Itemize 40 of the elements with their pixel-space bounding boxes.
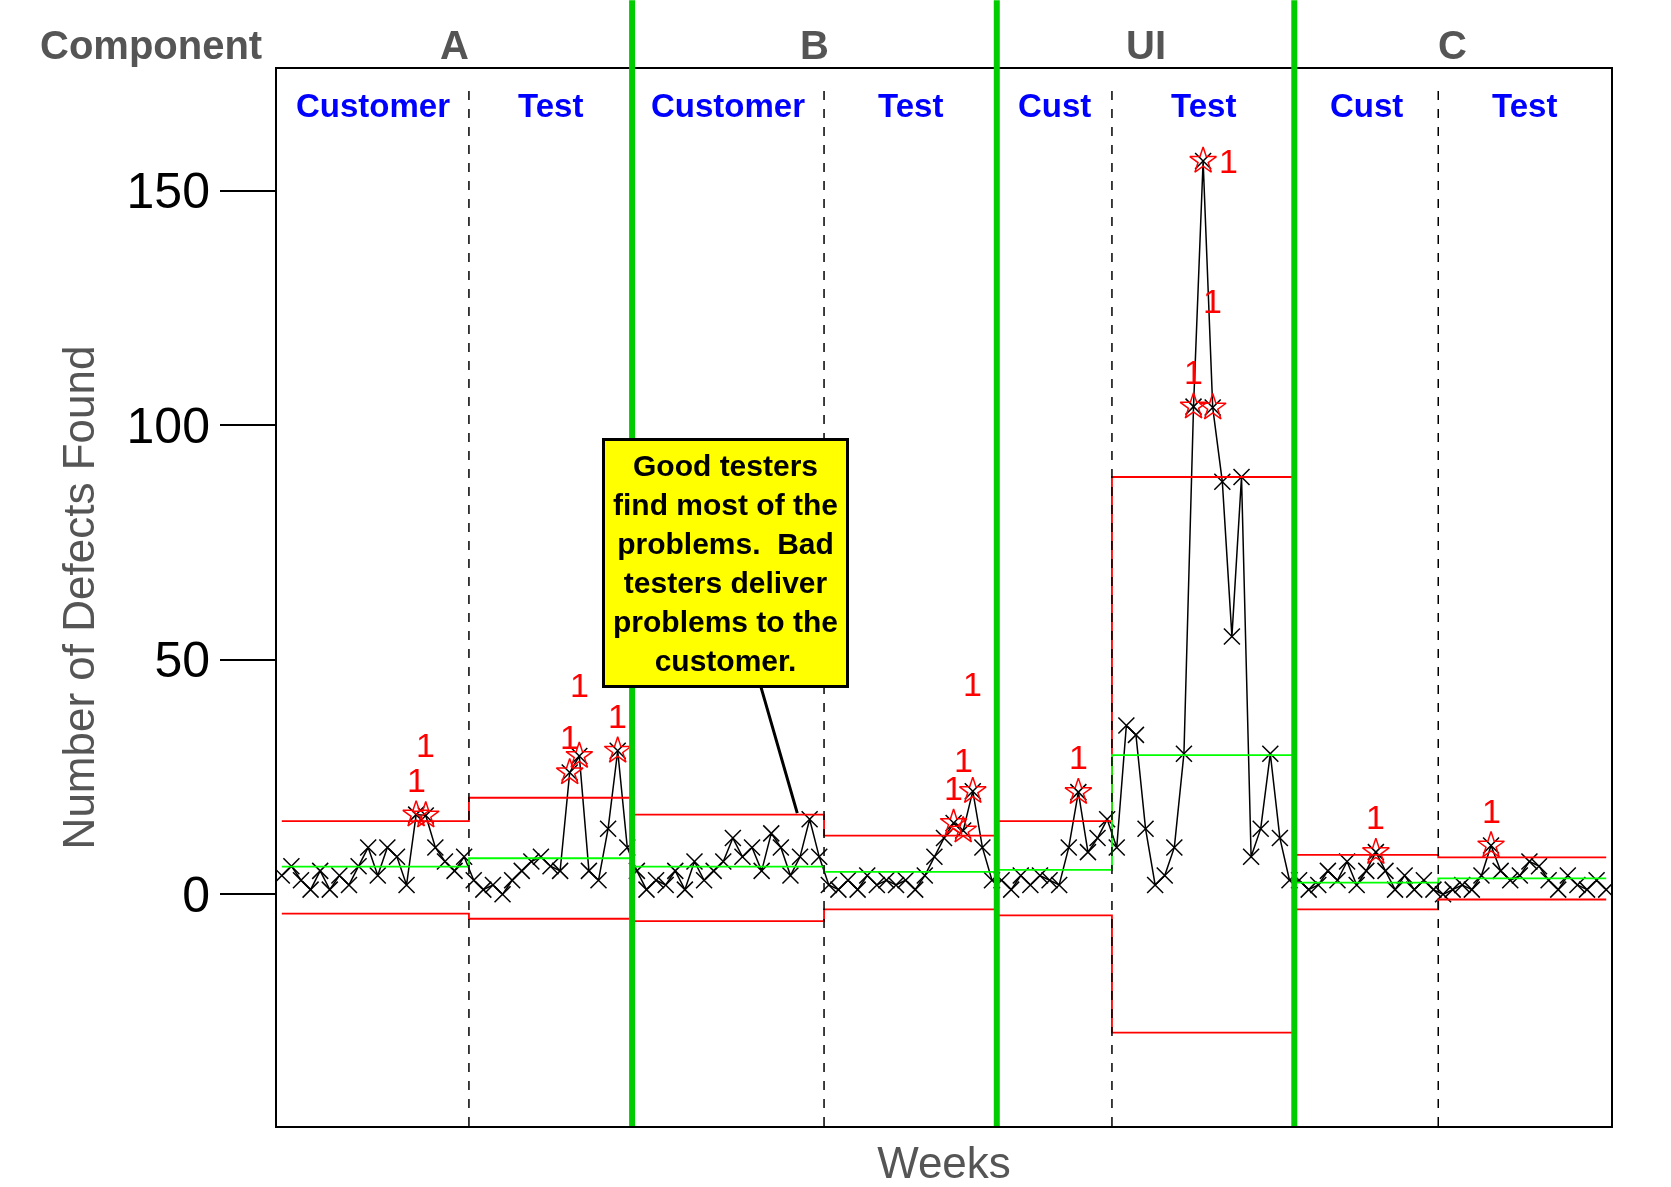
point (1064, 777, 1093, 805)
y-tick-label: 0 (182, 866, 210, 923)
y-tick-label: 100 (126, 397, 210, 454)
annotation: 1 (1219, 142, 1238, 180)
y-axis-title: Number of Defects Found (54, 345, 104, 850)
annotation: 1 (416, 726, 435, 764)
annotation: 1 (560, 718, 579, 756)
point (603, 736, 632, 763)
text: UI (1126, 23, 1166, 67)
annotation: Good testers find most of the problems. Bad testers deliver problems to the customer. (613, 449, 839, 677)
annotation: 1 (1366, 798, 1385, 836)
annotation: Customer (296, 87, 451, 124)
text: B (800, 23, 829, 67)
y-tick-label: 50 (154, 632, 210, 689)
annotation: 1 (963, 665, 982, 703)
annotation: Test (518, 87, 584, 124)
point (939, 808, 968, 836)
annotation: 1 (1069, 738, 1088, 776)
annotation: 1 (407, 761, 426, 799)
point (1476, 830, 1506, 858)
annotation: Test (1171, 87, 1237, 124)
point (555, 757, 584, 785)
y-tick-label: 150 (126, 163, 210, 220)
annotation: 1 (608, 697, 627, 735)
point (402, 799, 431, 827)
point (1189, 146, 1218, 173)
x-axis-title: Weeks (877, 1138, 1011, 1187)
point (411, 800, 440, 828)
annotation: Customer (651, 87, 806, 124)
annotation: 1 (570, 666, 589, 704)
annotation: Test (878, 87, 944, 124)
annotation: Test (1492, 87, 1558, 124)
point (1361, 837, 1390, 865)
annotation: Cust (1018, 87, 1092, 124)
text: C (1438, 23, 1467, 67)
annotation: Cust (1330, 87, 1404, 124)
point (949, 815, 978, 843)
annotation: 1 (1482, 792, 1501, 830)
text: Component (40, 23, 263, 67)
text: A (440, 23, 469, 67)
